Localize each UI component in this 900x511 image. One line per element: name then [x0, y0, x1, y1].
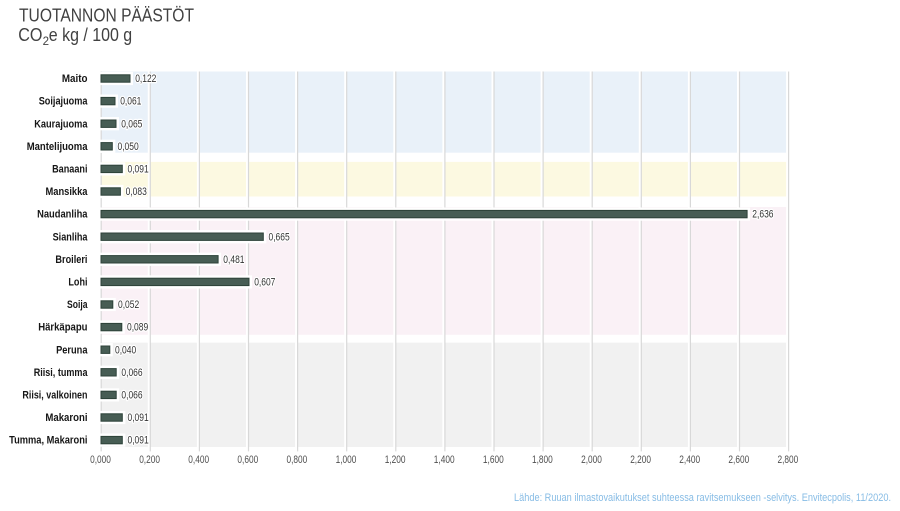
svg-text:Härkäpapu: Härkäpapu — [38, 322, 87, 334]
svg-text:Soija: Soija — [67, 299, 88, 311]
svg-text:0,665: 0,665 — [269, 231, 290, 243]
svg-text:Soijajuoma: Soijajuoma — [39, 96, 89, 108]
svg-text:Broileri: Broileri — [55, 254, 87, 266]
svg-text:e kg / 100 g: e kg / 100 g — [49, 24, 132, 45]
svg-text:TUOTANNON PÄÄSTÖT: TUOTANNON PÄÄSTÖT — [19, 5, 194, 26]
svg-text:0,089: 0,089 — [127, 322, 148, 334]
svg-text:0,061: 0,061 — [120, 96, 141, 108]
svg-text:0,066: 0,066 — [121, 367, 142, 379]
svg-text:0,040: 0,040 — [115, 344, 136, 356]
svg-text:2,400: 2,400 — [679, 454, 700, 466]
svg-text:Naudanliha: Naudanliha — [37, 209, 88, 221]
svg-text:Maito: Maito — [62, 73, 88, 85]
svg-text:Lohi: Lohi — [68, 277, 87, 289]
svg-text:0,066: 0,066 — [121, 390, 142, 402]
svg-text:2,600: 2,600 — [728, 454, 749, 466]
svg-text:0,091: 0,091 — [128, 412, 149, 424]
svg-text:1,800: 1,800 — [532, 454, 553, 466]
svg-text:2,200: 2,200 — [630, 454, 651, 466]
svg-text:0,200: 0,200 — [139, 454, 160, 466]
svg-text:Riisi, tumma: Riisi, tumma — [34, 367, 89, 379]
svg-text:0,400: 0,400 — [188, 454, 209, 466]
svg-text:0,607: 0,607 — [254, 277, 275, 289]
svg-text:0,600: 0,600 — [237, 454, 258, 466]
svg-text:Makaroni: Makaroni — [45, 412, 87, 424]
svg-text:Lähde: Ruuan ilmastovaikutukse: Lähde: Ruuan ilmastovaikutukset suhteess… — [514, 492, 891, 504]
svg-text:Riisi, valkoinen: Riisi, valkoinen — [22, 390, 87, 402]
svg-text:Mantelijuoma: Mantelijuoma — [27, 141, 89, 153]
svg-text:CO: CO — [18, 24, 42, 45]
svg-text:1,400: 1,400 — [434, 454, 455, 466]
svg-text:0,083: 0,083 — [126, 186, 147, 198]
svg-text:1,000: 1,000 — [336, 454, 357, 466]
svg-text:2,636: 2,636 — [752, 209, 773, 221]
svg-text:0,052: 0,052 — [118, 299, 139, 311]
svg-text:2: 2 — [43, 36, 49, 48]
svg-text:0,800: 0,800 — [287, 454, 308, 466]
svg-text:Kaurajuoma: Kaurajuoma — [34, 118, 88, 130]
svg-text:Peruna: Peruna — [56, 344, 88, 356]
svg-text:0,000: 0,000 — [90, 454, 111, 466]
svg-text:0,091: 0,091 — [128, 164, 149, 176]
svg-text:0,122: 0,122 — [135, 73, 156, 85]
svg-text:Tumma, Makaroni: Tumma, Makaroni — [9, 435, 87, 447]
svg-text:2,000: 2,000 — [581, 454, 602, 466]
svg-text:0,050: 0,050 — [118, 141, 139, 153]
svg-text:2,800: 2,800 — [778, 454, 799, 466]
svg-text:Sianliha: Sianliha — [53, 231, 89, 243]
svg-text:Banaani: Banaani — [52, 164, 87, 176]
svg-text:1,600: 1,600 — [483, 454, 504, 466]
svg-text:Mansikka: Mansikka — [46, 186, 89, 198]
svg-text:1,200: 1,200 — [385, 454, 406, 466]
svg-text:0,481: 0,481 — [223, 254, 244, 266]
svg-text:0,065: 0,065 — [121, 118, 142, 130]
svg-text:0,091: 0,091 — [128, 435, 149, 447]
